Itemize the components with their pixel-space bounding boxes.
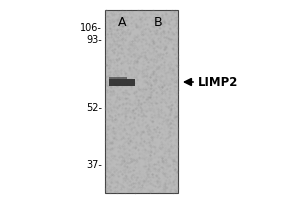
Bar [109,78,135,86]
Bar [109,76,127,78]
Text: 93-: 93- [86,35,102,45]
Text: B: B [154,16,162,29]
Text: 106-: 106- [80,23,102,33]
Text: 37-: 37- [86,160,102,170]
Text: LIMP2: LIMP2 [198,75,238,88]
Text: 52-: 52- [86,103,102,113]
Text: A: A [118,16,126,29]
Bar [105,10,178,193]
